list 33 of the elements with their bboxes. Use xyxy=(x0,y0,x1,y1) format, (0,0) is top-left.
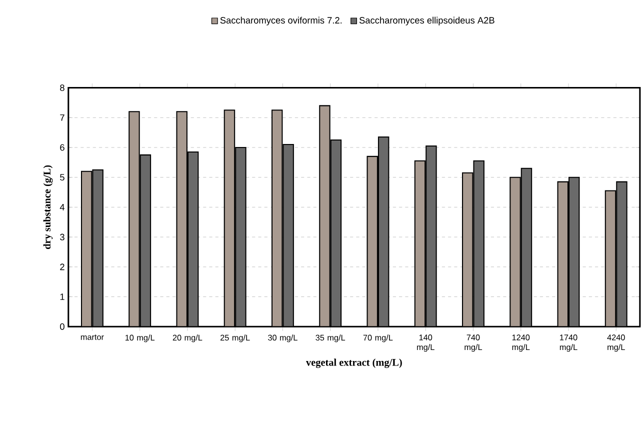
y-tick-label: 1 xyxy=(60,294,64,300)
bar xyxy=(426,146,437,327)
x-tick-label: 1740 mg/L xyxy=(560,334,578,352)
bar xyxy=(510,177,521,327)
y-tick-label: 3 xyxy=(60,234,64,240)
x-tick-label: 4240 mg/L xyxy=(607,334,625,352)
bar xyxy=(282,144,294,327)
bar xyxy=(128,111,140,327)
bar xyxy=(616,181,628,327)
x-axis-title: vegetal extract (mg/L) xyxy=(306,358,402,368)
bar xyxy=(235,147,246,327)
y-tick-label: 5 xyxy=(60,174,64,181)
legend-label: Saccharomyces oviformis 7.2. xyxy=(220,16,342,26)
x-tick-label: 740 mg/L xyxy=(464,334,482,352)
legend-label: Saccharomyces ellipsoideus A2B xyxy=(359,16,494,26)
x-tick-label: 35 mg/L xyxy=(316,334,346,342)
x-tick-label: 140 mg/L xyxy=(417,334,434,352)
y-tick-label: 6 xyxy=(60,144,64,151)
y-tick-label: 4 xyxy=(60,204,65,211)
y-tick-label: 8 xyxy=(60,84,64,92)
y-tick-label: 0 xyxy=(60,324,64,330)
y-tick-label: 7 xyxy=(60,114,64,121)
x-tick-label: martor xyxy=(80,334,104,340)
y-axis-title: dry substance (g/L) xyxy=(43,166,53,250)
bar xyxy=(92,170,104,327)
x-tick-label: 20 mg/L xyxy=(172,334,202,342)
x-tick-label: 25 mg/L xyxy=(220,334,250,342)
x-tick-label: 1240 mg/L xyxy=(512,334,530,352)
x-tick-label: 70 mg/L xyxy=(363,334,393,342)
bar xyxy=(319,105,330,327)
x-tick-label: 10 mg/L xyxy=(125,334,155,342)
y-tick-label: 2 xyxy=(60,264,64,270)
x-tick-label: 30 mg/L xyxy=(268,334,298,342)
